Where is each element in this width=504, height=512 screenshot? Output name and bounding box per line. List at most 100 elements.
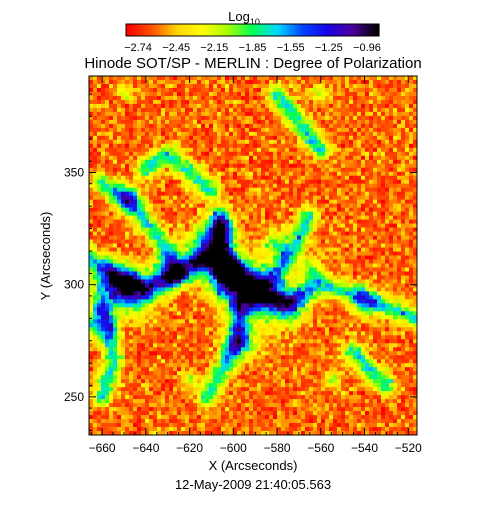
heatmap-cell: [301, 283, 306, 288]
heatmap-cell: [349, 183, 354, 188]
heatmap-cell: [197, 279, 202, 284]
heatmap-cell: [109, 175, 114, 181]
heatmap-cell: [261, 123, 266, 129]
heatmap-cell: [153, 203, 158, 208]
heatmap-cell: [281, 131, 286, 137]
heatmap-cell: [305, 295, 310, 300]
heatmap-cell: [313, 95, 318, 101]
heatmap-cell: [321, 263, 326, 268]
heatmap-cell: [249, 311, 254, 316]
heatmap-cell: [249, 167, 254, 173]
heatmap-cell: [285, 115, 290, 121]
heatmap-cell: [325, 95, 330, 101]
heatmap-cell: [341, 123, 346, 129]
heatmap-cell: [237, 163, 242, 169]
heatmap-cell: [305, 311, 310, 316]
heatmap-cell: [189, 139, 194, 145]
heatmap-cell: [321, 219, 326, 224]
heatmap-cell: [353, 83, 358, 89]
heatmap-cell: [345, 215, 350, 220]
colorbar-tick-label: −1.55: [277, 42, 305, 54]
heatmap-cell: [289, 243, 294, 248]
heatmap-cell: [173, 139, 178, 145]
heatmap-cell: [401, 287, 406, 292]
colorbar-cell: [185, 24, 189, 36]
heatmap-cell: [329, 251, 334, 256]
heatmap-cell: [261, 167, 266, 173]
heatmap-cell: [233, 311, 238, 316]
heatmap-cell: [121, 111, 126, 117]
heatmap-cell: [233, 151, 238, 157]
heatmap-cell: [373, 219, 378, 224]
heatmap-cell: [313, 131, 318, 137]
heatmap-cell: [229, 123, 234, 129]
heatmap-cell: [133, 195, 138, 200]
heatmap-cell: [161, 283, 166, 288]
heatmap-cell: [321, 123, 326, 129]
heatmap-cell: [273, 271, 278, 276]
heatmap-cell: [97, 115, 102, 121]
heatmap-cell: [269, 259, 274, 264]
heatmap-cell: [365, 299, 370, 304]
heatmap-cell: [321, 163, 326, 169]
heatmap-cell: [297, 235, 302, 240]
heatmap-cell: [121, 179, 126, 184]
heatmap-cell: [257, 227, 262, 232]
heatmap-cell: [133, 223, 138, 228]
heatmap-cell: [213, 227, 218, 232]
heatmap-cell: [337, 207, 342, 212]
heatmap-cell: [357, 103, 362, 109]
heatmap-cell: [153, 135, 158, 141]
heatmap-cell: [341, 243, 346, 248]
heatmap-cell: [325, 279, 330, 284]
heatmap-cell: [261, 299, 266, 304]
heatmap-cell: [117, 167, 122, 173]
heatmap-cell: [265, 259, 270, 264]
heatmap-cell: [349, 115, 354, 121]
heatmap-cell: [369, 227, 374, 232]
heatmap-cell: [341, 291, 346, 296]
heatmap-cell: [253, 187, 258, 192]
heatmap-cell: [105, 263, 110, 268]
heatmap-cell: [321, 227, 326, 232]
heatmap-cell: [365, 239, 370, 244]
heatmap-cell: [153, 259, 158, 264]
heatmap-cell: [381, 151, 386, 157]
heatmap-cell: [89, 311, 94, 316]
heatmap-cell: [309, 299, 314, 304]
heatmap-cell: [333, 187, 338, 192]
heatmap-cell: [377, 227, 382, 232]
heatmap-cell: [201, 179, 206, 184]
heatmap-cell: [189, 167, 194, 173]
heatmap-cell: [109, 115, 114, 121]
heatmap-cell: [161, 107, 166, 113]
heatmap-cell: [245, 195, 250, 200]
heatmap-cell: [189, 103, 194, 109]
heatmap-cell: [217, 79, 222, 85]
heatmap-cell: [181, 259, 186, 264]
heatmap-cell: [325, 283, 330, 288]
heatmap-cell: [309, 103, 314, 109]
heatmap-cell: [113, 135, 118, 141]
heatmap-cell: [269, 239, 274, 244]
heatmap-cell: [405, 279, 410, 284]
heatmap-cell: [185, 131, 190, 137]
heatmap-cell: [309, 311, 314, 316]
heatmap-cell: [329, 303, 334, 308]
heatmap-cell: [157, 171, 162, 177]
heatmap-cell: [205, 139, 210, 145]
heatmap-cell: [357, 199, 362, 204]
heatmap-cell: [321, 203, 326, 208]
heatmap-cell: [157, 199, 162, 204]
heatmap-cell: [137, 231, 142, 236]
heatmap-cell: [113, 275, 118, 280]
heatmap-cell: [409, 187, 414, 192]
heatmap-cell: [325, 111, 330, 117]
heatmap-cell: [373, 167, 378, 173]
heatmap-cell: [297, 87, 302, 93]
heatmap-cell: [381, 303, 386, 308]
heatmap-cell: [349, 239, 354, 244]
heatmap-cell: [317, 267, 322, 272]
heatmap-cell: [337, 271, 342, 276]
heatmap-cell: [269, 211, 274, 216]
